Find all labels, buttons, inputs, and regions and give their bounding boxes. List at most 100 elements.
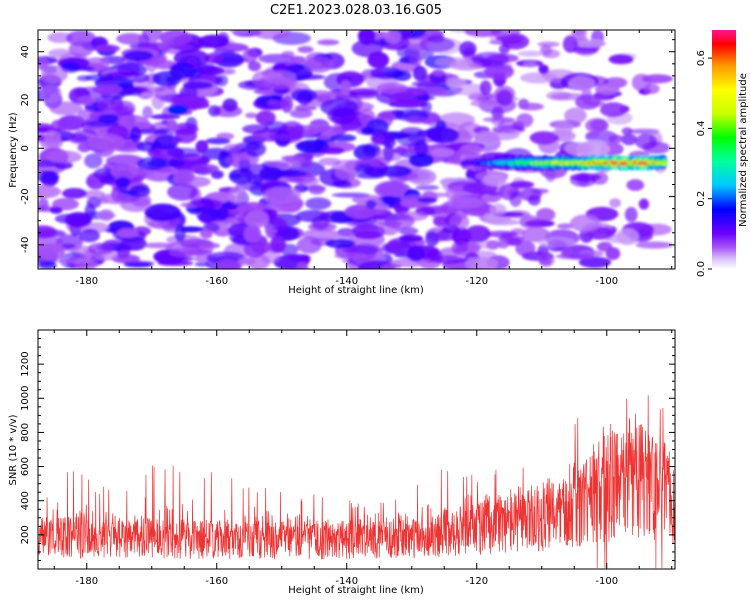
heatmap-cell bbox=[64, 212, 92, 228]
heatmap-x-tick-label: -180 bbox=[75, 276, 98, 287]
heatmap-cell bbox=[578, 256, 612, 268]
heatmap-cell bbox=[660, 162, 668, 165]
heatmap-cell bbox=[144, 203, 181, 222]
heatmap-cell bbox=[489, 203, 507, 216]
heatmap-cell bbox=[445, 77, 467, 88]
heatmap-y-ticks: -40 -20 0 20 40 bbox=[20, 39, 675, 270]
heatmap-cell bbox=[270, 235, 286, 253]
colorbar-tick-label: 0.0 bbox=[696, 261, 707, 277]
heatmap-cell bbox=[557, 223, 574, 229]
heatmap-cell bbox=[86, 196, 102, 209]
heatmap-cell bbox=[479, 80, 492, 96]
heatmap-cell bbox=[38, 225, 57, 239]
heatmap-cell bbox=[84, 120, 120, 127]
heatmap-cell bbox=[624, 207, 638, 223]
heatmap-cell bbox=[136, 141, 158, 152]
heatmap-y-tick-label: 20 bbox=[20, 94, 31, 107]
heatmap-cell bbox=[92, 85, 123, 95]
heatmap-cell bbox=[381, 263, 402, 269]
heatmap-cell bbox=[474, 131, 500, 144]
heatmap-cell bbox=[351, 224, 386, 240]
heatmap-cell bbox=[308, 184, 325, 195]
colorbar-gradient bbox=[712, 30, 736, 269]
snr-y-tick-label: 1000 bbox=[20, 386, 31, 411]
heatmap-x-tick-label: -160 bbox=[205, 276, 228, 287]
heatmap-cell bbox=[428, 33, 445, 43]
heatmap-cell bbox=[529, 131, 558, 145]
heatmap-cell bbox=[362, 145, 381, 153]
heatmap-cell bbox=[244, 210, 269, 228]
heatmap-x-tick-label: -120 bbox=[465, 276, 488, 287]
snr-series-line bbox=[38, 395, 675, 569]
snr-y-tick-label: 800 bbox=[20, 423, 31, 442]
heatmap-cell bbox=[78, 228, 101, 243]
heatmap-cell bbox=[415, 184, 440, 191]
heatmap-cell bbox=[168, 104, 188, 115]
heatmap-cell bbox=[361, 127, 375, 135]
heatmap-cell bbox=[407, 37, 432, 52]
heatmap-cell bbox=[228, 186, 247, 205]
heatmap-cell bbox=[585, 131, 600, 139]
heatmap-cell bbox=[49, 206, 63, 214]
heatmap-cell bbox=[298, 152, 313, 169]
heatmap-chart: -180 -160 -140 -120 -100 -40 -20 0 20 40 Height … bbox=[8, 29, 676, 296]
heatmap-cell bbox=[638, 198, 650, 210]
heatmap-cell bbox=[125, 87, 143, 96]
heatmap-cell bbox=[87, 242, 114, 255]
snr-x-tick-label: -120 bbox=[465, 576, 488, 587]
heatmap-y-tick-label: -40 bbox=[20, 237, 31, 253]
heatmap-cell bbox=[392, 70, 412, 82]
heatmap-cell bbox=[62, 188, 87, 199]
heatmap-cell bbox=[295, 139, 330, 154]
heatmap-cell bbox=[198, 242, 221, 249]
heatmap-cells bbox=[38, 30, 674, 269]
heatmap-cell bbox=[382, 136, 396, 149]
heatmap-cell bbox=[38, 243, 66, 261]
heatmap-y-tick-label: 40 bbox=[20, 45, 31, 58]
heatmap-cell bbox=[123, 50, 154, 61]
heatmap-cell bbox=[641, 74, 674, 84]
heatmap-cell bbox=[414, 139, 429, 157]
heatmap-cell bbox=[117, 63, 141, 76]
heatmap-cell bbox=[562, 35, 578, 53]
heatmap-cell bbox=[245, 112, 257, 119]
heatmap-cell bbox=[55, 258, 94, 264]
heatmap-cell bbox=[205, 52, 223, 64]
heatmap-cell bbox=[98, 209, 115, 222]
heatmap-cell bbox=[290, 56, 306, 64]
heatmap-cell bbox=[262, 187, 302, 205]
heatmap-cell bbox=[46, 150, 82, 164]
heatmap-cell bbox=[205, 137, 231, 145]
heatmap-cell bbox=[491, 106, 504, 121]
heatmap-cell bbox=[136, 157, 166, 171]
heatmap-cell bbox=[455, 240, 469, 254]
heatmap-cell bbox=[370, 133, 386, 144]
snr-x-tick-label: -140 bbox=[335, 576, 358, 587]
heatmap-cell bbox=[621, 127, 633, 135]
heatmap-cell bbox=[621, 133, 637, 146]
heatmap-cell bbox=[608, 54, 634, 65]
heatmap-cell bbox=[483, 212, 496, 220]
heatmap-cell bbox=[382, 196, 397, 206]
heatmap-cell bbox=[84, 153, 103, 169]
heatmap-cell bbox=[417, 197, 438, 203]
heatmap-cell bbox=[378, 165, 412, 177]
heatmap-cell bbox=[600, 102, 627, 118]
heatmap-cell bbox=[291, 88, 318, 102]
heatmap-cell bbox=[304, 56, 334, 73]
heatmap-cell bbox=[465, 257, 498, 269]
heatmap-cell bbox=[442, 225, 460, 234]
figure-title: C2E1.2023.028.03.16.G05 bbox=[270, 3, 442, 18]
heatmap-cell bbox=[318, 157, 341, 166]
colorbar-tick-label: 0.6 bbox=[696, 50, 707, 66]
heatmap-cell bbox=[54, 161, 73, 170]
heatmap-cell bbox=[38, 184, 62, 199]
heatmap-cell bbox=[57, 117, 70, 132]
heatmap-cell bbox=[289, 109, 313, 119]
heatmap-cell bbox=[120, 236, 147, 251]
heatmap-cell bbox=[229, 30, 250, 34]
heatmap-cell bbox=[470, 99, 503, 108]
heatmap-cell bbox=[537, 251, 555, 268]
heatmap-cell bbox=[587, 100, 606, 107]
